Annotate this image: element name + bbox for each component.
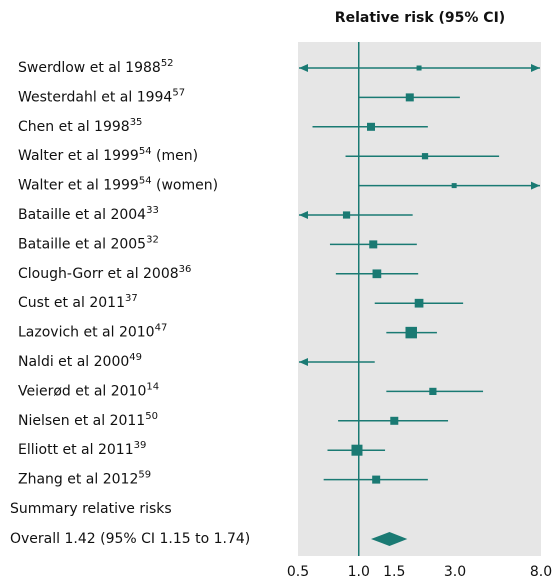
study-name: Walter et al 1999 xyxy=(18,178,139,194)
study-name: Lazovich et al 2010 xyxy=(18,325,155,341)
point-estimate xyxy=(421,153,429,160)
chart-title: Relative risk (95% CI) xyxy=(335,10,505,26)
study-name: Bataille et al 2005 xyxy=(18,236,146,252)
study-label: Westerdahl et al 199457 xyxy=(18,87,185,106)
x-tick-label: 3.0 xyxy=(444,564,466,580)
study-ref: 35 xyxy=(130,116,143,127)
point-estimate xyxy=(405,93,414,102)
study-name: Clough-Gorr et al 2008 xyxy=(18,266,179,282)
study-ref: 33 xyxy=(146,205,159,216)
study-name: Veierød et al 2010 xyxy=(18,383,146,399)
study-name: Walter et al 1999 xyxy=(18,148,139,164)
study-label: Lazovich et al 201047 xyxy=(18,322,167,341)
study-note: (women) xyxy=(152,178,219,194)
x-tick-label: 1.5 xyxy=(383,564,405,580)
study-name: Chen et al 1998 xyxy=(18,119,130,135)
ci-arrow xyxy=(531,64,540,72)
point-estimate xyxy=(372,269,382,279)
overall-diamond xyxy=(370,532,408,546)
point-estimate xyxy=(405,326,417,339)
overall-label: Overall 1.42 (95% CI 1.15 to 1.74) xyxy=(10,531,250,547)
ci-arrow xyxy=(299,211,308,219)
study-name: Swerdlow et al 1988 xyxy=(18,60,161,76)
point-estimate xyxy=(369,240,378,249)
study-ref: 14 xyxy=(146,381,159,392)
x-tick-label: 8.0 xyxy=(530,564,552,580)
study-name: Zhang et al 2012 xyxy=(18,472,138,488)
study-ref: 54 xyxy=(139,175,152,186)
study-label: Bataille et al 200532 xyxy=(18,234,159,253)
study-label: Nielsen et al 201150 xyxy=(18,410,158,429)
study-label: Naldi et al 200049 xyxy=(18,352,142,371)
study-name: Nielsen et al 2011 xyxy=(18,413,145,429)
study-name: Westerdahl et al 1994 xyxy=(18,89,172,105)
point-estimate xyxy=(414,298,424,308)
study-label: Swerdlow et al 198852 xyxy=(18,58,174,77)
point-estimate xyxy=(429,387,437,395)
study-label: Walter et al 199954 (men) xyxy=(18,146,198,165)
ci-arrow xyxy=(299,358,308,366)
study-label: Veierød et al 201014 xyxy=(18,381,159,400)
study-ref: 57 xyxy=(172,87,185,98)
study-ref: 54 xyxy=(139,146,152,157)
point-estimate xyxy=(372,475,381,484)
study-ref: 36 xyxy=(179,263,192,274)
study-label: Cust et al 201137 xyxy=(18,293,138,312)
study-ref: 39 xyxy=(134,440,147,451)
study-ref: 49 xyxy=(129,352,142,363)
point-estimate xyxy=(390,416,399,425)
point-estimate xyxy=(342,211,351,219)
point-estimate xyxy=(416,65,422,71)
ci-arrow xyxy=(531,181,540,190)
study-ref: 50 xyxy=(145,410,158,421)
summary-heading: Summary relative risks xyxy=(10,501,172,517)
study-ref: 47 xyxy=(155,322,168,333)
study-label: Chen et al 199835 xyxy=(18,116,142,135)
study-label: Walter et al 199954 (women) xyxy=(18,175,218,194)
study-name: Naldi et al 2000 xyxy=(18,354,129,370)
study-label: Bataille et al 200433 xyxy=(18,205,159,224)
study-ref: 37 xyxy=(125,293,138,304)
ci-arrow xyxy=(299,64,308,72)
study-name: Cust et al 2011 xyxy=(18,295,125,311)
point-estimate xyxy=(351,444,363,456)
study-name: Elliott et al 2011 xyxy=(18,442,134,458)
study-label: Clough-Gorr et al 200836 xyxy=(18,263,191,282)
point-estimate xyxy=(366,122,375,131)
study-ref: 52 xyxy=(161,58,174,69)
study-label: Elliott et al 201139 xyxy=(18,440,146,459)
x-tick-label: 1.0 xyxy=(348,564,370,580)
study-name: Bataille et al 2004 xyxy=(18,207,146,223)
study-label: Zhang et al 201259 xyxy=(18,469,151,488)
point-estimate xyxy=(451,183,457,189)
study-ref: 32 xyxy=(146,234,159,245)
x-tick-label: 0.5 xyxy=(287,564,309,580)
study-note: (men) xyxy=(152,148,199,164)
study-ref: 59 xyxy=(138,469,151,480)
